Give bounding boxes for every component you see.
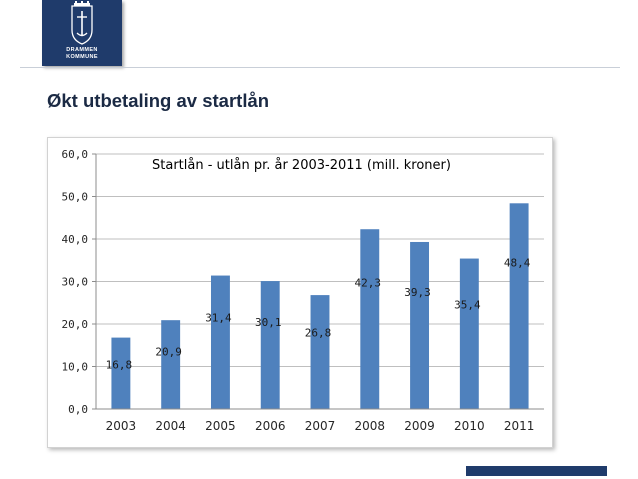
logo-text-line-1: DRAMMEN bbox=[66, 47, 98, 53]
y-tick-label: 50,0 bbox=[62, 191, 89, 204]
bar-2009 bbox=[410, 241, 430, 409]
coat-of-arms-icon bbox=[71, 1, 93, 45]
x-tick-label: 2004 bbox=[155, 419, 186, 433]
data-label: 20,9 bbox=[155, 345, 182, 358]
chart-title: Startlån - utlån pr. år 2003-2011 (mill.… bbox=[152, 158, 451, 173]
y-tick-label: 20,0 bbox=[62, 318, 89, 331]
bar-2008 bbox=[360, 229, 380, 409]
x-tick-label: 2009 bbox=[404, 419, 435, 433]
data-label: 30,1 bbox=[255, 316, 282, 329]
x-tick-label: 2006 bbox=[255, 419, 286, 433]
bar-2003 bbox=[111, 337, 131, 409]
x-tick-label: 2010 bbox=[454, 419, 485, 433]
data-label: 16,8 bbox=[106, 359, 133, 372]
y-tick-label: 10,0 bbox=[62, 361, 89, 374]
x-tick-label: 2008 bbox=[355, 419, 386, 433]
data-label: 31,4 bbox=[205, 312, 232, 325]
bar-2004 bbox=[161, 320, 181, 409]
x-tick-label: 2005 bbox=[205, 419, 236, 433]
data-label: 39,3 bbox=[404, 286, 431, 299]
x-tick-label: 2011 bbox=[504, 419, 535, 433]
y-tick-label: 30,0 bbox=[62, 276, 89, 289]
slide-title: Økt utbetaling av startlån bbox=[47, 90, 270, 111]
data-label: 35,4 bbox=[454, 299, 481, 312]
x-tick-label: 2003 bbox=[106, 419, 137, 433]
y-tick-label: 60,0 bbox=[62, 148, 89, 161]
bar-2011 bbox=[509, 203, 529, 409]
drammen-kommune-logo: DRAMMEN KOMMUNE bbox=[42, 0, 122, 66]
logo-text-line-2: KOMMUNE bbox=[66, 54, 98, 60]
y-tick-label: 40,0 bbox=[62, 233, 89, 246]
bar-2007 bbox=[310, 295, 330, 409]
bar-2010 bbox=[459, 258, 479, 409]
bar-2005 bbox=[210, 275, 230, 409]
y-tick-label: 0,0 bbox=[68, 403, 88, 416]
footer-accent-bar bbox=[466, 466, 607, 476]
bar-chart: 0,0 10,0 20,0 30,0 40,0 50,0 60,0 16,8 2003 20,9 2… bbox=[62, 148, 544, 433]
header-divider bbox=[20, 67, 620, 68]
data-label: 42,3 bbox=[355, 276, 382, 289]
x-tick-label: 2007 bbox=[305, 419, 336, 433]
bar-2006 bbox=[260, 281, 280, 409]
data-label: 26,8 bbox=[305, 326, 332, 339]
chart-frame: 0,0 10,0 20,0 30,0 40,0 50,0 60,0 16,8 2003 20,9 2… bbox=[47, 137, 553, 448]
data-label: 48,4 bbox=[504, 257, 531, 270]
